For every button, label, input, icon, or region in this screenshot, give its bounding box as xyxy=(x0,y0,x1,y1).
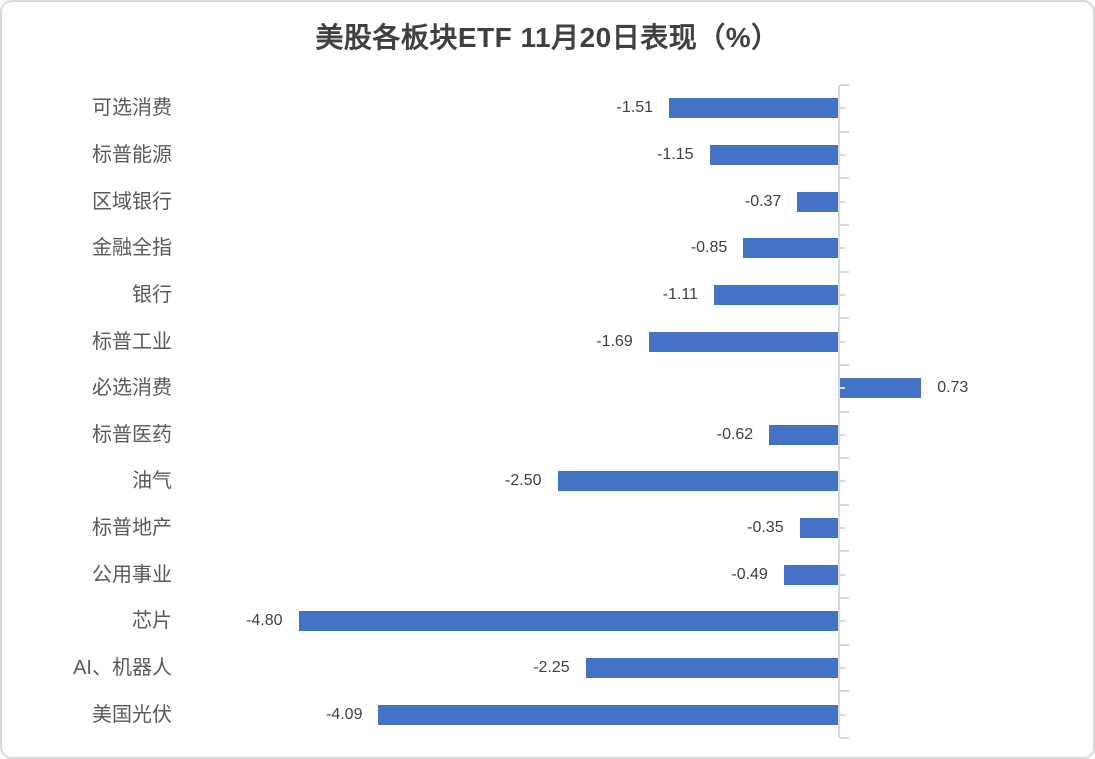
value-bar xyxy=(585,658,839,679)
axis-major-tick xyxy=(840,503,849,506)
value-bar xyxy=(797,191,839,212)
category-label: 公用事业 xyxy=(92,563,172,586)
category-label: 银行 xyxy=(132,283,172,306)
category-label: 芯片 xyxy=(132,610,172,633)
category-label: 可选消费 xyxy=(92,97,172,120)
axis-minor-tick xyxy=(840,573,845,576)
category-label: 金融全指 xyxy=(92,237,172,260)
value-label: -0.62 xyxy=(716,425,754,443)
value-label: -0.35 xyxy=(747,519,784,537)
axis-major-tick xyxy=(840,363,849,366)
value-label: -0.85 xyxy=(690,239,728,257)
value-bar xyxy=(783,564,839,585)
axis-minor-tick xyxy=(840,433,845,436)
value-bar xyxy=(769,424,839,445)
category-label: AI、机器人 xyxy=(73,657,172,680)
value-label: -1.11 xyxy=(662,285,699,303)
value-bar xyxy=(799,518,839,539)
value-bar xyxy=(557,471,839,492)
axis-major-tick xyxy=(840,550,849,553)
value-bar xyxy=(714,284,839,305)
value-bar xyxy=(743,238,839,259)
value-label: -1.15 xyxy=(657,145,694,163)
axis-minor-tick xyxy=(840,153,845,156)
axis-minor-tick xyxy=(840,713,845,716)
category-label: 标普工业 xyxy=(92,330,172,353)
value-bar xyxy=(378,704,839,725)
axis-major-tick xyxy=(840,643,849,646)
axis-minor-tick xyxy=(840,247,845,250)
axis-minor-tick xyxy=(840,293,845,296)
category-label: 区域银行 xyxy=(92,190,172,213)
axis-major-tick xyxy=(840,177,849,180)
chart-title: 美股各板块ETF 11月20日表现（%） xyxy=(315,22,780,53)
category-label: 油气 xyxy=(132,470,172,493)
value-bar xyxy=(839,378,922,399)
axis-major-tick xyxy=(840,690,849,693)
value-bar xyxy=(709,144,839,165)
value-label: -2.25 xyxy=(533,659,570,677)
axis-minor-tick xyxy=(840,387,845,390)
value-label: -1.69 xyxy=(596,332,633,350)
axis-major-tick xyxy=(840,410,849,413)
axis-minor-tick xyxy=(840,527,845,530)
axis-major-tick xyxy=(840,317,849,320)
axis-major-tick xyxy=(840,84,849,86)
category-label: 标普医药 xyxy=(92,423,172,446)
axis-minor-tick xyxy=(840,480,845,483)
value-label: -2.50 xyxy=(505,472,542,490)
value-bar xyxy=(298,611,839,632)
value-label: -1.51 xyxy=(616,99,653,117)
axis-major-tick xyxy=(840,223,849,226)
axis-minor-tick xyxy=(840,340,845,343)
value-label: -0.37 xyxy=(744,192,782,210)
category-label: 标普地产 xyxy=(92,517,172,540)
value-label: -0.49 xyxy=(731,565,768,583)
y-axis-line xyxy=(838,85,840,738)
value-label: -4.80 xyxy=(246,612,283,630)
value-bar xyxy=(648,331,839,352)
axis-minor-tick xyxy=(840,200,845,203)
value-bar xyxy=(668,98,839,119)
value-label: 0.73 xyxy=(937,379,969,397)
value-label: -4.09 xyxy=(326,705,363,723)
axis-major-tick xyxy=(840,270,849,273)
axis-major-tick xyxy=(840,130,849,133)
axis-minor-tick xyxy=(840,667,845,670)
axis-minor-tick xyxy=(840,107,845,110)
category-label: 必选消费 xyxy=(92,377,172,400)
category-label: 标普能源 xyxy=(92,143,172,166)
axis-major-tick xyxy=(840,457,849,460)
axis-major-tick xyxy=(840,737,849,739)
category-label: 美国光伏 xyxy=(92,703,172,726)
axis-minor-tick xyxy=(840,620,845,623)
axis-major-tick xyxy=(840,597,849,600)
